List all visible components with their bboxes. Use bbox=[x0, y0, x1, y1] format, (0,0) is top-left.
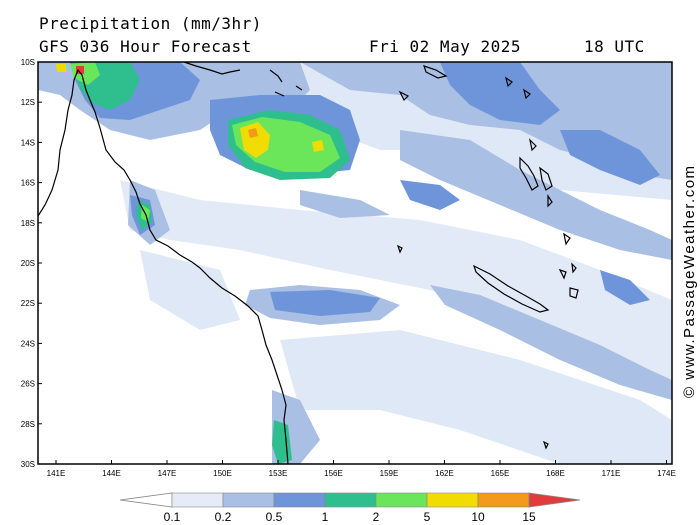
lat-tick-label: 26S bbox=[21, 380, 35, 389]
legend-color-box bbox=[426, 492, 479, 508]
rain-red-areas bbox=[76, 66, 84, 74]
legend-color-box bbox=[324, 492, 377, 508]
lat-tick-label: 18S bbox=[21, 219, 35, 228]
legend-label: 0.2 bbox=[214, 510, 232, 524]
legend-color-box bbox=[273, 492, 326, 508]
lat-tick-label: 14S bbox=[21, 138, 35, 147]
australia-coastline bbox=[38, 68, 289, 464]
forecast-time: 18 UTC bbox=[584, 37, 645, 56]
lon-tick-label: 147E bbox=[158, 469, 177, 478]
legend-color-box bbox=[375, 492, 428, 508]
legend-low-arrow bbox=[119, 492, 173, 508]
rain-orange-areas bbox=[248, 128, 258, 138]
legend-label: 1 bbox=[321, 510, 329, 524]
legend-label: 10 bbox=[471, 510, 485, 524]
lat-tick-label: 22S bbox=[21, 299, 35, 308]
lon-tick-label: 141E bbox=[47, 469, 66, 478]
forecast-subtitle: GFS 036 Hour Forecast bbox=[39, 37, 252, 56]
lat-tick-label: 20S bbox=[21, 259, 35, 268]
lon-tick-label: 165E bbox=[491, 469, 510, 478]
lat-tick-label: 24S bbox=[21, 339, 35, 348]
solomon-islands bbox=[398, 65, 531, 102]
legend-label: 5 bbox=[423, 510, 431, 524]
lon-tick-label: 162E bbox=[435, 469, 454, 478]
precipitation-legend bbox=[119, 492, 581, 508]
map-ticks: 10S 12S 14S 16S 18S 20S 22S 24S 26S 28S 30S 141E 144… bbox=[21, 58, 676, 478]
map-title: Precipitation (mm/3hr) bbox=[39, 14, 262, 33]
vanuatu-islands bbox=[519, 138, 553, 208]
legend-color-box bbox=[171, 492, 224, 508]
legend-label: 15 bbox=[522, 510, 536, 524]
small-island bbox=[396, 244, 549, 450]
legend-label: 0.5 bbox=[265, 510, 283, 524]
new-caledonia-coastline bbox=[472, 264, 550, 313]
lon-tick-label: 144E bbox=[102, 469, 121, 478]
lon-tick-label: 171E bbox=[602, 469, 621, 478]
lon-tick-label: 156E bbox=[324, 469, 343, 478]
legend-high-arrow bbox=[528, 492, 581, 508]
lon-tick-label: 174E bbox=[657, 469, 676, 478]
legend-color-box bbox=[222, 492, 275, 508]
png-coastline bbox=[183, 62, 303, 97]
lon-tick-label: 159E bbox=[380, 469, 399, 478]
lon-tick-label: 150E bbox=[213, 469, 232, 478]
lat-tick-label: 28S bbox=[21, 420, 35, 429]
coastlines bbox=[38, 62, 579, 464]
lat-tick-label: 30S bbox=[21, 460, 35, 469]
lat-tick-label: 10S bbox=[21, 58, 35, 67]
credit-text: © www.PassageWeather.com bbox=[681, 164, 698, 398]
lon-tick-label: 168E bbox=[546, 469, 565, 478]
precipitation-field bbox=[38, 62, 672, 464]
loyalty-islands bbox=[558, 232, 579, 299]
lat-tick-label: 12S bbox=[21, 98, 35, 107]
legend-label: 2 bbox=[372, 510, 380, 524]
rain-yellow-areas bbox=[56, 64, 324, 158]
legend-label: 0.1 bbox=[163, 510, 181, 524]
forecast-date: Fri 02 May 2025 bbox=[369, 37, 521, 56]
lon-tick-label: 153E bbox=[269, 469, 288, 478]
legend-color-box bbox=[477, 492, 530, 508]
lat-tick-label: 16S bbox=[21, 179, 35, 188]
